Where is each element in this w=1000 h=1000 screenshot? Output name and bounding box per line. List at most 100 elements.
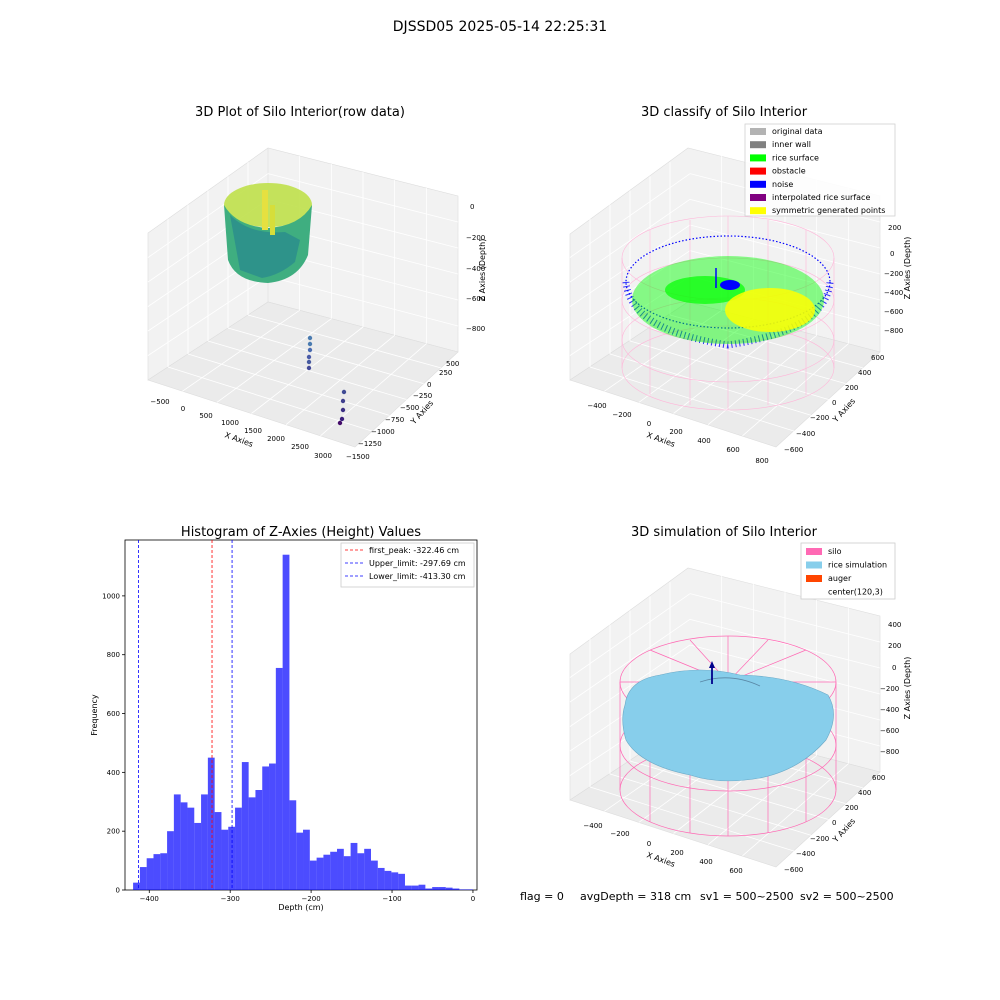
histogram-bar — [452, 888, 460, 890]
raw-outlier — [306, 354, 312, 360]
histogram-bar — [173, 794, 181, 890]
panel-simulation-3d: 3D simulation of Silo Interior — [569, 525, 912, 875]
histogram-bar — [337, 848, 344, 890]
histogram-y-tick: 400 — [107, 769, 120, 777]
raw-obstacle-column — [262, 190, 268, 230]
legend-label: inner wall — [772, 140, 811, 149]
classify-noise-cluster — [720, 280, 740, 290]
simulation-auger-tip — [709, 661, 715, 668]
simulation-y-tick: 400 — [858, 789, 871, 797]
legend-swatch — [750, 194, 766, 201]
classify-silo-wireframe — [621, 215, 835, 411]
histogram-bar — [330, 851, 338, 890]
raw-z-label: Z Axies (Depth) — [478, 239, 487, 302]
classify-symmetric-points — [725, 288, 815, 332]
simulation-x-tick: 200 — [670, 849, 683, 857]
histogram-bar — [282, 554, 290, 890]
histogram-bar — [411, 885, 419, 890]
histogram-bar — [404, 885, 412, 890]
histogram-y-tick: 0 — [116, 887, 120, 895]
histogram-bar — [289, 800, 297, 890]
grid-line — [267, 275, 459, 327]
classify-wall-points — [622, 281, 834, 349]
raw-z-ticks: 0 −200 −400 −600 −800 — [466, 203, 485, 333]
simulation-x-tick: −200 — [610, 830, 629, 838]
classify-noise-ring — [625, 235, 831, 329]
raw-x-tick: 1500 — [244, 427, 262, 435]
raw-x-tick: 3000 — [314, 452, 332, 460]
legend-swatch — [750, 141, 766, 149]
histogram-bar — [262, 766, 270, 890]
raw-y-tick: −1000 — [371, 428, 395, 436]
grid-line — [147, 275, 269, 356]
grid-line — [669, 314, 863, 369]
raw-x-tick: 0 — [181, 405, 185, 413]
histogram-bar — [269, 763, 276, 890]
legend-label: original data — [772, 127, 823, 136]
legend-label: auger — [828, 574, 852, 583]
histogram-y-tick: 800 — [107, 651, 120, 659]
classify-x-ticks: −400 −200 0 200 400 600 800 — [587, 402, 768, 465]
simulation-z-tick: −600 — [880, 727, 899, 735]
histogram-bar — [235, 807, 242, 890]
classify-y-tick: −600 — [784, 446, 803, 454]
histogram-title: Histogram of Z-Axies (Height) Values — [181, 525, 421, 540]
raw-x-tick: 1000 — [221, 419, 239, 427]
simulation-x-tick: −400 — [583, 822, 602, 830]
classify-y-tick: 0 — [832, 399, 836, 407]
raw-y-ticks: 500 250 0 −250 −500 −750 −1000 −1250 −15… — [346, 360, 459, 461]
raw-title: 3D Plot of Silo Interior(row data) — [195, 105, 405, 120]
raw-obstacle-column-2 — [270, 205, 275, 235]
raw-outlier — [307, 335, 313, 341]
histogram-x-tick: 0 — [471, 895, 475, 903]
simulation-z-tick: −400 — [880, 706, 899, 714]
legend-label: rice simulation — [828, 561, 887, 570]
raw-z-tick: 0 — [470, 203, 474, 211]
grid-line — [247, 314, 441, 369]
histogram-bar — [214, 812, 222, 890]
simulation-z-tick: −200 — [880, 685, 899, 693]
legend-label: symmetric generated points — [772, 206, 885, 215]
histogram-legend-label: Upper_limit: -297.69 cm — [369, 559, 466, 568]
figure-title: DJSSD05 2025-05-14 22:25:31 — [393, 19, 607, 35]
simulation-y-tick: −200 — [810, 835, 829, 843]
legend-label: interpolated rice surface — [772, 193, 870, 202]
classify-z-tick: 200 — [888, 224, 901, 232]
simulation-x-tick: 400 — [699, 858, 712, 866]
raw-outlier — [339, 416, 345, 422]
histogram-bar — [370, 860, 378, 890]
histogram-x-tick: −100 — [382, 895, 401, 903]
histogram-y-tick: 600 — [107, 710, 120, 718]
raw-x-tick: −500 — [150, 398, 169, 406]
simulation-legend: silo rice simulation auger center(120,3) — [800, 542, 896, 600]
classify-x-tick: 800 — [755, 457, 768, 465]
histogram-bar — [255, 790, 263, 890]
raw-outlier — [306, 359, 312, 365]
raw-z-tick: −800 — [466, 325, 485, 333]
histogram-legend-label: first_peak: -322.46 cm — [369, 546, 459, 555]
simulation-z-tick: 400 — [888, 621, 901, 629]
histogram-bar — [316, 857, 324, 890]
raw-y-tick: −500 — [400, 404, 419, 412]
flag-text: flag = 0 — [520, 890, 564, 903]
raw-outlier — [307, 347, 313, 353]
classify-y-tick: 200 — [845, 384, 858, 392]
raw-outlier — [306, 365, 312, 371]
histogram-bar — [153, 854, 161, 890]
raw-outlier — [307, 341, 313, 347]
histogram-bar — [391, 872, 399, 890]
histogram-bar — [466, 889, 473, 890]
sv2-text: sv2 = 500~2500 — [800, 890, 894, 903]
raw-outlier — [340, 398, 346, 404]
histogram-bar — [438, 887, 446, 890]
simulation-x-tick: 600 — [729, 867, 742, 875]
histogram-bar — [323, 854, 331, 890]
histogram-bar — [303, 829, 310, 890]
legend-swatch — [806, 575, 822, 582]
raw-y-label: Y Axies — [408, 399, 435, 427]
histogram-x-tick: −200 — [301, 895, 320, 903]
raw-y-tick: 250 — [439, 369, 452, 377]
raw-x-tick: 500 — [199, 412, 212, 420]
histogram-x-tick: −400 — [140, 895, 159, 903]
histogram-bar — [221, 829, 229, 890]
